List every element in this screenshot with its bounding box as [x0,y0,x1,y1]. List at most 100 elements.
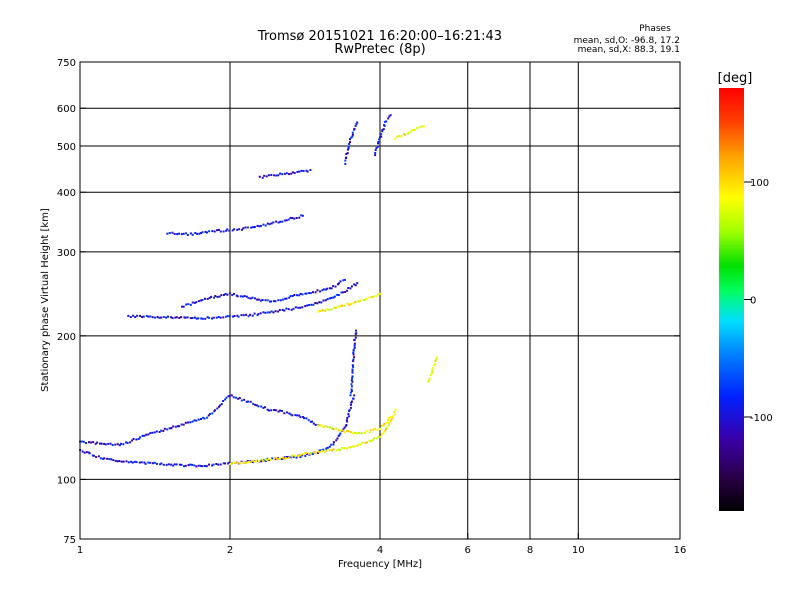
data-point [279,220,282,223]
data-point [291,217,294,220]
data-point [312,422,315,425]
data-point [317,450,320,453]
data-point [270,300,273,303]
data-point [264,299,267,302]
data-point [166,232,169,235]
data-point [208,463,210,466]
data-point [281,457,284,460]
data-point [252,402,255,405]
data-point [341,447,344,449]
stats-heading: Phases [639,24,671,34]
data-point [211,317,213,320]
data-point [270,310,273,313]
data-point [279,172,282,175]
data-point [242,227,245,230]
data-point [273,300,276,303]
data-point [332,448,335,451]
y-tick-label: 300 [57,248,76,259]
data-point [345,156,348,159]
data-point [347,413,350,416]
data-point [116,443,119,446]
data-point [132,438,135,440]
data-point [142,315,145,318]
data-point [219,230,222,233]
data-point [108,458,111,461]
data-point [83,451,86,454]
data-point [352,353,355,356]
data-point [350,285,353,288]
data-point [336,305,339,308]
data-point [219,316,222,319]
data-point [351,371,354,374]
data-point [302,170,305,172]
data-point [352,360,355,363]
data-point [355,123,358,125]
data-point [385,120,388,123]
data-point [431,371,433,374]
chart-title: Tromsø 20151021 16:20:00–16:21:43 [257,29,502,44]
data-point [350,383,353,386]
data-point [325,447,328,450]
data-point [107,442,110,445]
data-point [354,431,356,434]
data-point [256,298,259,301]
data-point [346,420,349,423]
data-point [95,456,98,459]
data-point [189,232,192,235]
data-point [240,461,243,464]
data-point [389,420,392,423]
data-point [363,299,366,301]
data-point [92,454,95,457]
data-point [330,287,333,290]
data-point [300,169,303,172]
data-point [257,313,260,316]
data-point [80,440,83,443]
data-point [355,329,357,332]
data-point [297,306,300,309]
data-point [429,374,432,377]
data-point [349,141,351,144]
data-point [208,230,211,233]
data-point [354,301,357,303]
data-point [290,308,293,311]
data-point [384,120,387,123]
data-point [301,293,304,296]
data-point [411,129,414,132]
data-point [153,431,156,434]
data-point [340,429,342,432]
data-point [391,417,394,419]
data-point [243,398,246,401]
data-point [310,451,312,454]
data-point [351,380,354,383]
data-point [398,135,401,137]
data-point [285,172,288,175]
data-point [264,311,267,314]
data-point [257,298,260,301]
data-point [344,162,347,165]
data-point [256,224,259,227]
data-point [374,152,377,154]
data-point [251,314,254,317]
data-point [114,459,117,462]
data-point [349,391,352,394]
data-point [240,399,243,402]
data-point [287,218,290,221]
data-point [145,433,148,436]
data-point [294,414,297,417]
data-point [364,441,367,444]
data-point [130,460,133,463]
data-point [219,404,222,407]
data-point [189,463,192,466]
data-point [348,409,351,411]
data-point [368,296,371,299]
data-point [389,114,392,117]
data-point [131,461,134,464]
data-point [178,463,181,466]
data-point [174,316,177,319]
data-point [273,174,276,177]
data-point [220,403,223,406]
data-point [318,301,321,304]
y-tick-label: 100 [57,475,76,486]
data-point [288,412,291,415]
data-point [187,464,190,467]
